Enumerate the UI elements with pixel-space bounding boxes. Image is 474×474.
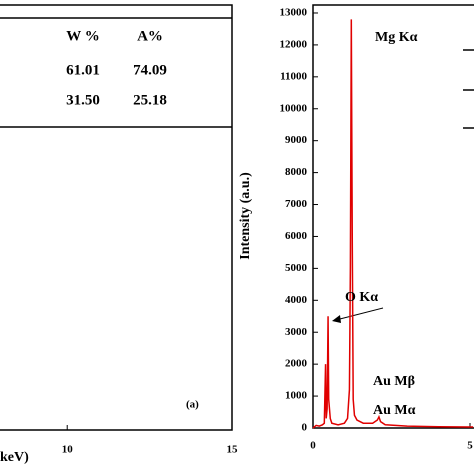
x-tick-label: 5 — [467, 440, 473, 452]
y-tick-label: 5000 — [285, 262, 308, 274]
y-tick-label: 6000 — [285, 230, 308, 242]
table-header: W % — [66, 28, 99, 44]
panel-label: (a) — [186, 399, 199, 411]
y-tick-label: 8000 — [285, 166, 308, 178]
arrow-line — [335, 307, 384, 321]
arrow-head — [332, 315, 341, 323]
peak-annotation: O Kα — [345, 290, 378, 305]
y-tick-label: 0 — [302, 422, 308, 434]
y-tick-label: 10000 — [280, 102, 308, 114]
y-tick-label: 13000 — [280, 7, 308, 19]
x-tick-label: 0 — [310, 440, 316, 452]
y-axis-label: Intensity (a.u.) — [238, 172, 253, 260]
table-cell: 74.09 — [133, 62, 167, 78]
peak-annotation: Mg Kα — [375, 30, 418, 45]
table-cell: 61.01 — [66, 62, 100, 78]
y-tick-label: 7000 — [285, 198, 308, 210]
x-axis-label: keV) — [0, 450, 29, 465]
spectrum-line — [312, 19, 474, 429]
peak-annotation: Au Mβ — [373, 374, 415, 389]
right-frame — [312, 4, 474, 429]
table-header: A% — [137, 28, 163, 44]
y-tick-label: 11000 — [280, 70, 307, 82]
y-tick-label: 4000 — [285, 294, 308, 306]
table-cell: 31.50 — [66, 92, 100, 108]
peak-annotation: Au Mα — [373, 403, 416, 418]
left-frame — [0, 4, 233, 431]
x-tick-label: 10 — [62, 444, 74, 456]
y-tick-label: 9000 — [285, 134, 308, 146]
y-tick-label: 1000 — [285, 390, 308, 402]
x-tick-label: 15 — [227, 444, 239, 456]
y-tick-label: 2000 — [285, 358, 308, 370]
y-tick-label: 3000 — [285, 326, 308, 338]
table-cell: 25.18 — [133, 92, 167, 108]
y-tick-label: 12000 — [280, 38, 308, 50]
